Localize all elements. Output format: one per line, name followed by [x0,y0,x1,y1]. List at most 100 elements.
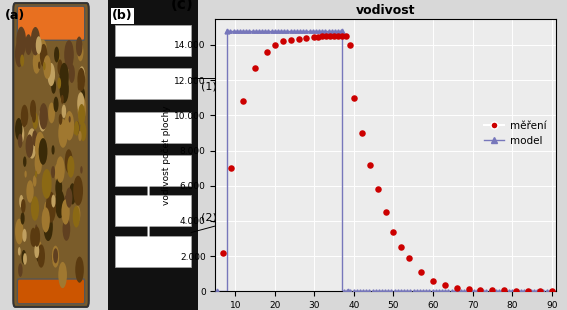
Circle shape [78,131,82,141]
Circle shape [20,42,23,51]
Point [441,283,450,288]
Circle shape [78,95,86,122]
Point [329,34,338,39]
Point [251,65,260,70]
Point [547,289,556,294]
Circle shape [55,190,65,218]
Circle shape [38,61,40,69]
Circle shape [53,248,58,264]
Point [349,95,358,100]
Point [511,288,521,293]
Circle shape [39,107,46,131]
Bar [115,68,191,99]
Circle shape [15,41,24,67]
Point [535,288,544,293]
Point [397,245,406,250]
Point [270,42,280,47]
Circle shape [33,175,36,187]
Point [294,36,303,41]
Point [337,34,346,39]
Point [476,287,485,292]
Circle shape [69,64,75,83]
Point [365,162,374,167]
Circle shape [35,152,42,174]
Circle shape [16,27,26,56]
Circle shape [33,227,40,247]
Bar [115,236,191,267]
Circle shape [51,79,56,94]
Circle shape [30,100,36,118]
Circle shape [62,217,70,241]
Circle shape [41,207,50,232]
Text: (b): (b) [112,9,133,22]
Circle shape [80,166,83,174]
Text: (c): (c) [171,0,194,12]
Circle shape [78,104,85,126]
Point [464,287,473,292]
Circle shape [22,229,27,242]
Circle shape [65,149,73,173]
Text: (a): (a) [5,9,26,22]
Bar [115,195,191,226]
Circle shape [60,75,69,103]
Point [219,250,228,255]
Point [405,255,414,260]
Point [381,210,390,215]
Circle shape [64,40,74,69]
Point [523,288,532,293]
Circle shape [18,134,23,148]
Circle shape [66,188,73,208]
Circle shape [25,34,32,55]
Circle shape [39,39,47,65]
Circle shape [52,195,56,207]
Circle shape [39,103,48,130]
Circle shape [69,183,76,205]
Circle shape [56,177,62,198]
Circle shape [69,116,71,122]
Point [345,42,354,47]
Circle shape [42,169,52,199]
Circle shape [37,244,45,268]
Circle shape [61,199,70,225]
Y-axis label: vodivost počet plochy: vodivost počet plochy [162,105,171,205]
Circle shape [26,134,33,158]
Circle shape [56,156,65,183]
Circle shape [27,128,37,159]
Circle shape [78,82,81,91]
Circle shape [73,176,83,206]
Point [302,35,311,40]
Circle shape [73,126,76,135]
Circle shape [21,105,28,127]
FancyBboxPatch shape [13,3,89,307]
Point [333,34,342,39]
Circle shape [44,202,49,218]
Circle shape [35,171,37,178]
Circle shape [35,42,37,50]
Circle shape [57,78,61,89]
Circle shape [18,263,23,277]
Circle shape [54,46,59,63]
Bar [115,112,191,143]
Point [227,166,236,171]
Circle shape [79,70,83,84]
Point [500,288,509,293]
Circle shape [32,231,37,247]
Point [321,34,331,39]
Circle shape [48,63,55,86]
Circle shape [19,195,23,208]
Circle shape [74,121,79,136]
Circle shape [52,145,54,155]
Circle shape [52,252,55,263]
Circle shape [35,243,39,258]
Circle shape [32,111,36,123]
FancyBboxPatch shape [18,6,84,40]
Point [373,187,382,192]
Circle shape [52,246,59,268]
Circle shape [80,122,86,141]
Circle shape [51,166,55,178]
Circle shape [20,55,24,67]
Circle shape [54,164,60,181]
Circle shape [32,130,37,146]
Circle shape [75,121,79,135]
Circle shape [61,95,64,104]
